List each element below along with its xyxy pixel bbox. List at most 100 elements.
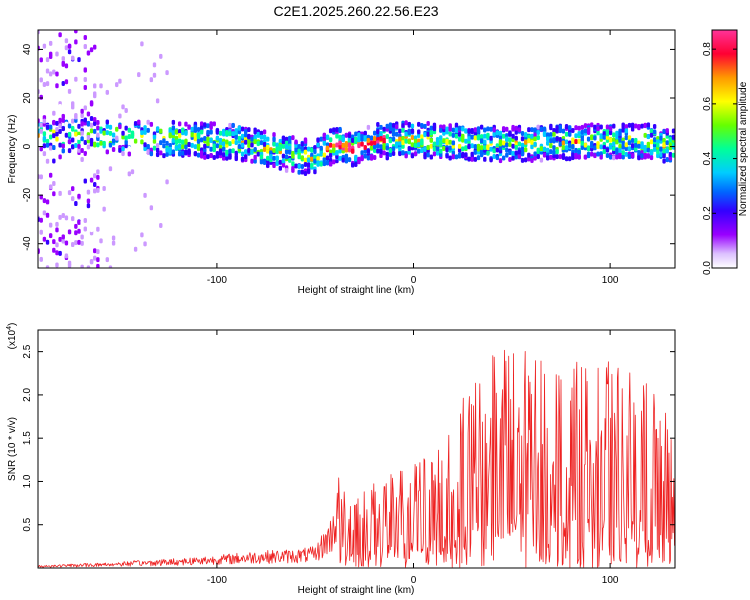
heatmap-cell (338, 144, 342, 150)
heatmap-cell (429, 125, 434, 131)
heatmap-cell (498, 158, 503, 164)
heatmap-cell (143, 129, 147, 135)
heatmap-cell (354, 162, 358, 168)
heatmap-cell (165, 70, 169, 76)
heatmap-cell (646, 147, 651, 153)
heatmap-cell (417, 148, 421, 154)
heatmap-cell (542, 130, 547, 136)
heatmap-cell (133, 138, 138, 144)
heatmap-cell (61, 234, 65, 240)
heatmap-cell (96, 174, 100, 180)
heatmap-cell (77, 228, 81, 234)
spectrogram-x-tick-label: 100 (602, 275, 619, 286)
heatmap-cell (143, 125, 147, 131)
heatmap-cell (533, 151, 537, 157)
heatmap-cell (272, 147, 276, 153)
heatmap-cell (580, 124, 585, 130)
heatmap-cell (111, 147, 116, 153)
heatmap-cell (250, 136, 254, 142)
heatmap-cell (501, 155, 506, 161)
heatmap-cell (196, 138, 201, 144)
heatmap-cell (187, 149, 191, 155)
heatmap-cell (442, 138, 446, 144)
heatmap-cell (155, 147, 160, 153)
heatmap-cell (303, 137, 308, 143)
heatmap-cell (74, 76, 78, 82)
heatmap-cell (391, 151, 396, 157)
heatmap-cell (284, 140, 289, 146)
heatmap-cell (615, 154, 619, 160)
heatmap-cell (203, 136, 207, 142)
heatmap-cell (58, 142, 62, 148)
heatmap-cell (259, 159, 264, 165)
heatmap-cell (473, 144, 478, 150)
heatmap-cell (118, 113, 122, 119)
heatmap-cell (300, 141, 305, 147)
heatmap-cell (133, 176, 138, 182)
colorbar-tick-label: 0.4 (702, 151, 713, 165)
heatmap-cell (640, 123, 644, 129)
heatmap-cell (454, 122, 459, 128)
heatmap-cell (398, 151, 402, 157)
heatmap-cell (552, 138, 556, 144)
heatmap-cell (111, 235, 116, 241)
heatmap-cell (486, 133, 490, 139)
heatmap-cell (571, 127, 575, 133)
heatmap-cell (637, 149, 641, 155)
heatmap-cell (527, 127, 531, 133)
heatmap-cell (262, 146, 267, 152)
heatmap-cell (193, 144, 198, 150)
heatmap-cell (74, 114, 78, 120)
heatmap-cell (379, 136, 383, 142)
heatmap-cell (479, 138, 484, 144)
heatmap-cell (234, 140, 238, 146)
heatmap-cell (360, 154, 364, 160)
heatmap-cell (177, 128, 182, 134)
heatmap-cell (420, 123, 424, 129)
heatmap-cell (649, 128, 654, 134)
heatmap-cell (55, 131, 59, 137)
heatmap-cell (52, 119, 56, 125)
heatmap-cell (624, 151, 629, 157)
heatmap-cell (64, 240, 69, 246)
heatmap-cell (196, 126, 201, 132)
heatmap-cell (83, 139, 87, 145)
heatmap-cell (376, 148, 380, 154)
heatmap-cell (492, 154, 496, 160)
heatmap-cell (662, 158, 666, 164)
heatmap-cell (284, 144, 289, 150)
heatmap-cell (83, 226, 87, 232)
heatmap-cell (143, 241, 147, 247)
heatmap-cell (605, 134, 610, 140)
heatmap-cell (451, 140, 456, 146)
heatmap-cell (546, 140, 550, 146)
heatmap-cell (439, 127, 443, 133)
heatmap-cell (549, 132, 553, 138)
heatmap-cell (319, 145, 323, 151)
heatmap-cell (294, 163, 298, 169)
heatmap-cell (118, 147, 122, 153)
heatmap-cell (259, 130, 264, 136)
heatmap-cell (621, 140, 625, 146)
heatmap-cell (520, 136, 525, 142)
heatmap-cell (105, 119, 110, 125)
heatmap-cell (253, 154, 257, 160)
heatmap-cell (385, 123, 389, 129)
heatmap-cell (646, 134, 651, 140)
heatmap-cell (385, 134, 389, 140)
spectrogram-x-tick-label: -100 (207, 275, 227, 286)
heatmap-cell (89, 116, 94, 122)
heatmap-cell (74, 30, 78, 34)
heatmap-cell (193, 151, 198, 157)
heatmap-cell (508, 131, 512, 137)
heatmap-cell (303, 170, 308, 176)
heatmap-cell (215, 143, 220, 149)
heatmap-cell (149, 121, 154, 127)
heatmap-cell (483, 145, 487, 151)
heatmap-cell (665, 157, 669, 163)
heatmap-cell (64, 79, 69, 85)
heatmap-cell (608, 154, 613, 160)
heatmap-cell (272, 155, 276, 161)
heatmap-cell (577, 154, 581, 160)
heatmap-cell (67, 43, 72, 49)
